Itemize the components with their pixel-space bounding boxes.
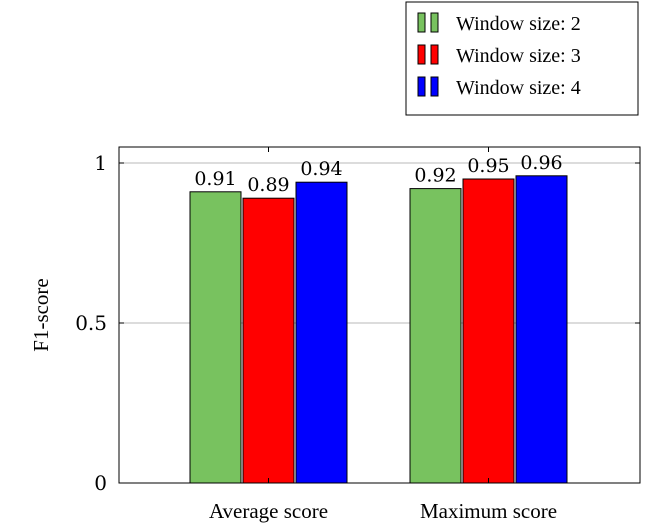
legend-box [405, 1, 639, 116]
legend-label: Window size: 2 [456, 13, 581, 35]
y-axis-label: F1-score [29, 278, 53, 351]
y-tick-label: 0 [94, 471, 107, 495]
bar [189, 191, 242, 484]
legend-swatch [430, 44, 439, 65]
legend-swatch [417, 76, 426, 97]
legend-item: Window size: 4 [417, 76, 581, 99]
data-label: 0.96 [520, 152, 562, 174]
legend-label: Window size: 3 [456, 45, 581, 67]
legend-label: Window size: 4 [456, 77, 581, 99]
legend-swatch [430, 76, 439, 97]
bar [409, 188, 462, 484]
data-labels: 0.91 0.89 0.94 0.92 0.95 0.96 [194, 152, 562, 196]
bar [515, 175, 568, 484]
bar [462, 178, 515, 484]
legend-swatch [417, 12, 426, 33]
data-label: 0.92 [414, 165, 456, 187]
bar [295, 181, 348, 484]
y-axis-ticks: 00.51 [75, 151, 640, 495]
bar [242, 197, 295, 484]
legend-swatch [430, 12, 439, 33]
data-label: 0.94 [300, 158, 342, 180]
legend-swatch [417, 44, 426, 65]
data-label: 0.91 [194, 168, 236, 190]
plot-frame [118, 146, 641, 484]
bars [189, 175, 568, 484]
y-tick-label: 0.5 [75, 311, 107, 335]
x-axis-ticks: Average score Maximum score [209, 147, 557, 523]
x-tick-label: Maximum score [420, 499, 557, 523]
legend-item: Window size: 3 [417, 44, 581, 67]
x-tick-label: Average score [209, 499, 328, 523]
y-tick-label: 1 [94, 151, 107, 175]
data-label: 0.89 [247, 174, 289, 196]
legend-item: Window size: 2 [417, 12, 581, 35]
legend: Window size: 2 Window size: 3 Window size:… [405, 1, 639, 116]
data-label: 0.95 [467, 155, 509, 177]
